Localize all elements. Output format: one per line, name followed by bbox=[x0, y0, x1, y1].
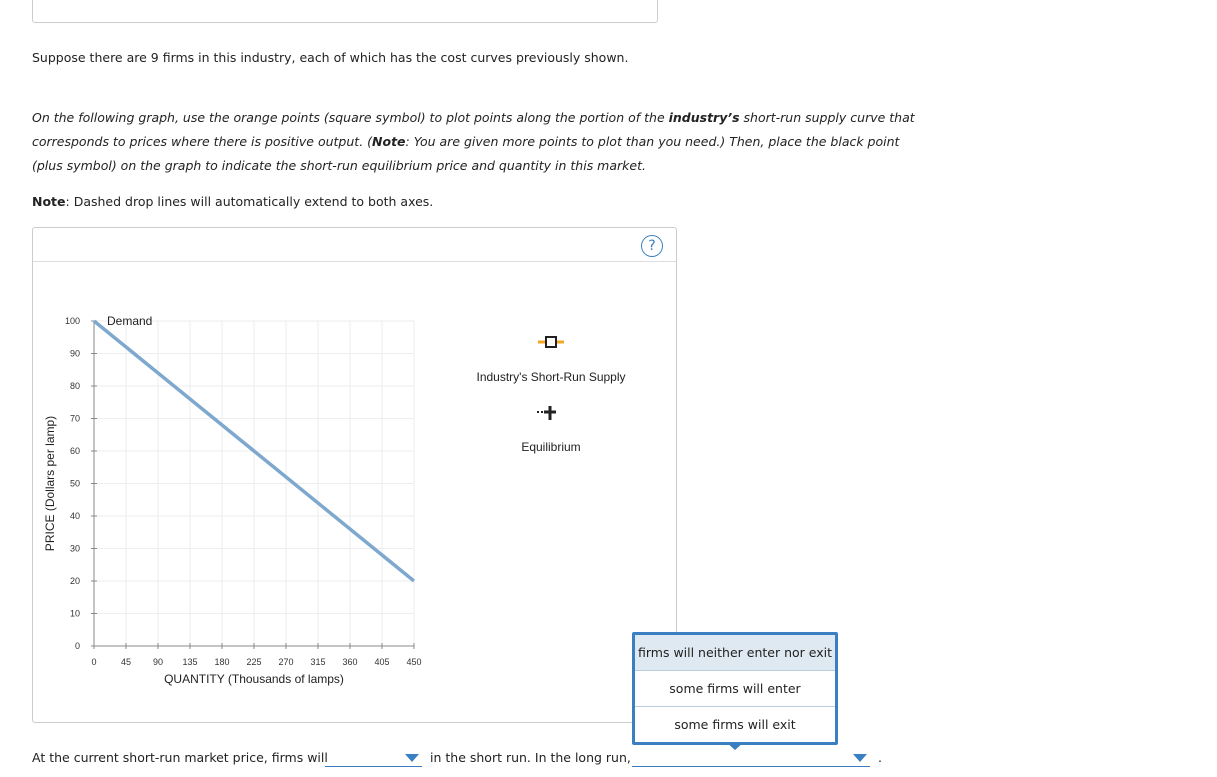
x-tick-label: 45 bbox=[121, 657, 131, 667]
x-tick-label: 450 bbox=[406, 657, 421, 667]
x-tick-label: 360 bbox=[342, 657, 357, 667]
bold-text: Note bbox=[32, 194, 66, 209]
y-tick-label: 20 bbox=[70, 576, 80, 586]
x-tick-label: 0 bbox=[91, 657, 96, 667]
x-tick-label: 90 bbox=[153, 657, 163, 667]
intro-text: Suppose there are 9 firms in this indust… bbox=[32, 50, 629, 65]
x-tick-label: 225 bbox=[246, 657, 261, 667]
bold-text: Note bbox=[372, 134, 406, 149]
supply-tool[interactable] bbox=[538, 336, 564, 348]
x-axis-title: QUANTITY (Thousands of lamps) bbox=[164, 672, 344, 686]
x-tick-label: 135 bbox=[182, 657, 197, 667]
dropdown-menu: firms will neither enter nor exit some f… bbox=[632, 632, 838, 745]
previous-panel bbox=[32, 0, 658, 23]
dropdown-option[interactable]: some firms will exit bbox=[674, 717, 796, 732]
text: short-run supply curve that corresponds … bbox=[32, 110, 915, 149]
y-tick-label: 80 bbox=[70, 381, 80, 391]
text: : Dashed drop lines will automatically e… bbox=[65, 194, 434, 209]
dropdown-option[interactable]: some firms will enter bbox=[635, 671, 835, 707]
y-tick-label: 90 bbox=[70, 349, 80, 359]
instruction-text: On the following graph, use the orange p… bbox=[32, 106, 917, 178]
y-tick-label: 50 bbox=[70, 479, 80, 489]
note-text: Note: Dashed drop lines will automatical… bbox=[32, 194, 433, 209]
graph-header-line bbox=[33, 261, 676, 262]
dropdown-2[interactable] bbox=[632, 766, 870, 767]
text: : You are given more points to plot than… bbox=[32, 134, 900, 173]
y-tick-label: 100 bbox=[65, 316, 80, 326]
y-axis-title: PRICE (Dollars per lamp) bbox=[43, 416, 57, 551]
y-tick-label: 70 bbox=[70, 414, 80, 424]
x-tick-label: 270 bbox=[278, 657, 293, 667]
y-tick-label: 10 bbox=[70, 609, 80, 619]
question-text: . bbox=[878, 750, 882, 765]
text: On the following graph, use the orange p… bbox=[32, 110, 669, 125]
question-text: At the current short-run market price, f… bbox=[32, 750, 328, 765]
y-tick-label: 60 bbox=[70, 446, 80, 456]
equilibrium-tool-label: Equilibrium bbox=[521, 440, 580, 454]
y-tick-label: 30 bbox=[70, 544, 80, 554]
dropdown-pointer bbox=[726, 742, 744, 750]
bold-text: industry’s bbox=[668, 110, 740, 125]
supply-tool-label: Industry's Short-Run Supply bbox=[476, 370, 625, 384]
x-tick-label: 405 bbox=[374, 657, 389, 667]
x-tick-label: 315 bbox=[310, 657, 325, 667]
dropdown-option[interactable]: firms will neither enter nor exit bbox=[635, 635, 835, 671]
dropdown-arrow[interactable] bbox=[853, 754, 867, 763]
dropdown-1[interactable] bbox=[325, 766, 422, 767]
demand-line bbox=[92, 319, 416, 583]
tool-square bbox=[545, 336, 557, 348]
equilibrium-tool[interactable] bbox=[537, 406, 556, 420]
dropdown-arrow[interactable] bbox=[405, 754, 419, 763]
graph-panel bbox=[32, 227, 677, 723]
y-tick-label: 40 bbox=[70, 511, 80, 521]
series-label: Demand bbox=[107, 314, 152, 328]
help-button[interactable]: ? bbox=[641, 235, 663, 257]
question-text: in the short run. In the long run, bbox=[430, 750, 631, 765]
x-tick-label: 180 bbox=[214, 657, 229, 667]
y-tick-label: 0 bbox=[75, 641, 80, 651]
